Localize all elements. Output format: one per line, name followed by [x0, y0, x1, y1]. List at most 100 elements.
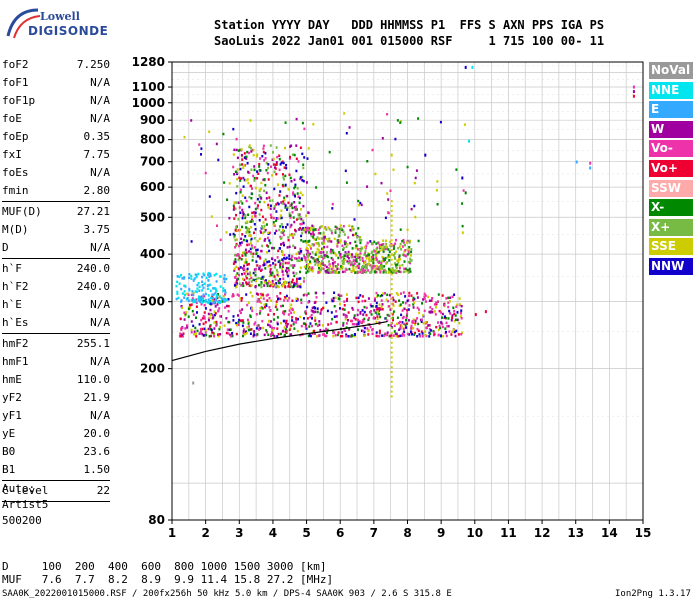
echo-point: [336, 333, 339, 337]
echo-point: [259, 257, 262, 260]
echo-point: [275, 282, 278, 285]
echo-point: [383, 259, 386, 263]
echo-point: [376, 295, 379, 298]
echo-point: [202, 286, 205, 290]
echo-point: [320, 225, 323, 228]
echo-point: [307, 255, 309, 259]
echo-point: [240, 299, 243, 302]
echo-point: [367, 269, 370, 272]
echo-point: [451, 330, 454, 334]
echo-point: [302, 221, 305, 225]
echo-point: [204, 321, 207, 324]
echo-point: [484, 310, 487, 314]
echo-point: [364, 269, 367, 272]
echo-point: [283, 312, 286, 316]
echo-point: [286, 223, 289, 226]
echo-point: [409, 270, 412, 273]
echo-point: [278, 168, 281, 172]
echo-point: [250, 220, 253, 223]
echo-point: [211, 302, 214, 305]
echo-point: [261, 215, 264, 218]
echo-point: [355, 244, 358, 247]
echo-point: [339, 231, 342, 234]
echo-point: [451, 314, 454, 317]
echo-point: [304, 256, 307, 259]
echo-point: [290, 264, 293, 267]
echo-point: [392, 254, 395, 257]
echo-point: [392, 318, 394, 322]
echo-point: [247, 282, 249, 285]
echo-point: [267, 166, 270, 170]
echo-point: [299, 191, 302, 194]
echo-point: [205, 333, 208, 337]
echo-point: [270, 334, 272, 337]
echo-point: [385, 298, 388, 301]
echo-point: [238, 176, 241, 180]
echo-point: [224, 289, 226, 292]
echo-point: [390, 263, 393, 266]
echo-point: [392, 310, 395, 313]
echo-point: [428, 328, 431, 331]
param-value: 0.35: [83, 130, 111, 143]
echo-point: [204, 292, 207, 296]
echo-point: [224, 291, 227, 294]
echo-point: [288, 245, 291, 249]
echo-point: [406, 268, 409, 272]
echo-point: [227, 310, 230, 313]
echo-point: [403, 260, 406, 263]
echo-point: [344, 318, 347, 321]
echo-point: [445, 330, 447, 334]
echo-point: [355, 265, 358, 269]
echo-point: [317, 334, 320, 338]
echo-point: [262, 326, 265, 330]
echo-point: [281, 202, 284, 205]
echo-point: [253, 332, 256, 335]
echo-point: [269, 325, 272, 328]
echo-point: [309, 268, 312, 271]
echo-point: [322, 267, 325, 270]
echo-point: [343, 308, 346, 311]
echo-point: [394, 269, 397, 272]
echo-point: [461, 176, 464, 180]
echo-point: [378, 249, 381, 252]
echo-point: [300, 298, 303, 302]
echo-point: [405, 316, 408, 319]
echo-point: [293, 281, 296, 285]
echo-point: [366, 185, 369, 188]
echo-point: [200, 153, 202, 156]
echo-point: [330, 248, 332, 252]
echo-point: [401, 332, 404, 335]
echo-point: [277, 279, 280, 283]
echo-point: [268, 274, 271, 278]
echo-point: [241, 194, 244, 197]
echo-point: [286, 273, 289, 276]
echo-point: [464, 191, 467, 195]
echo-point: [201, 289, 204, 292]
echo-point: [198, 323, 201, 326]
echo-point: [281, 262, 284, 266]
echo-point: [357, 328, 359, 331]
echo-point: [367, 297, 370, 300]
echo-point: [298, 256, 301, 259]
echo-point: [361, 299, 364, 303]
echo-point: [389, 270, 392, 273]
echo-point: [285, 329, 288, 333]
echo-point: [233, 267, 236, 271]
echo-point: [262, 297, 265, 300]
echo-point: [306, 253, 309, 256]
echo-point: [181, 292, 184, 295]
echo-point: [337, 256, 340, 260]
echo-point: [361, 295, 364, 298]
echo-point: [285, 325, 288, 328]
echo-point: [441, 322, 444, 326]
echo-point: [275, 203, 278, 206]
echo-point: [182, 332, 185, 335]
echo-point: [292, 320, 295, 324]
echo-point: [385, 271, 388, 274]
echo-point: [281, 253, 284, 256]
param-name: hmF1: [2, 355, 29, 368]
echo-point: [359, 249, 362, 252]
echo-point: [248, 243, 251, 246]
echo-point: [323, 254, 326, 257]
echo-point: [330, 267, 333, 271]
